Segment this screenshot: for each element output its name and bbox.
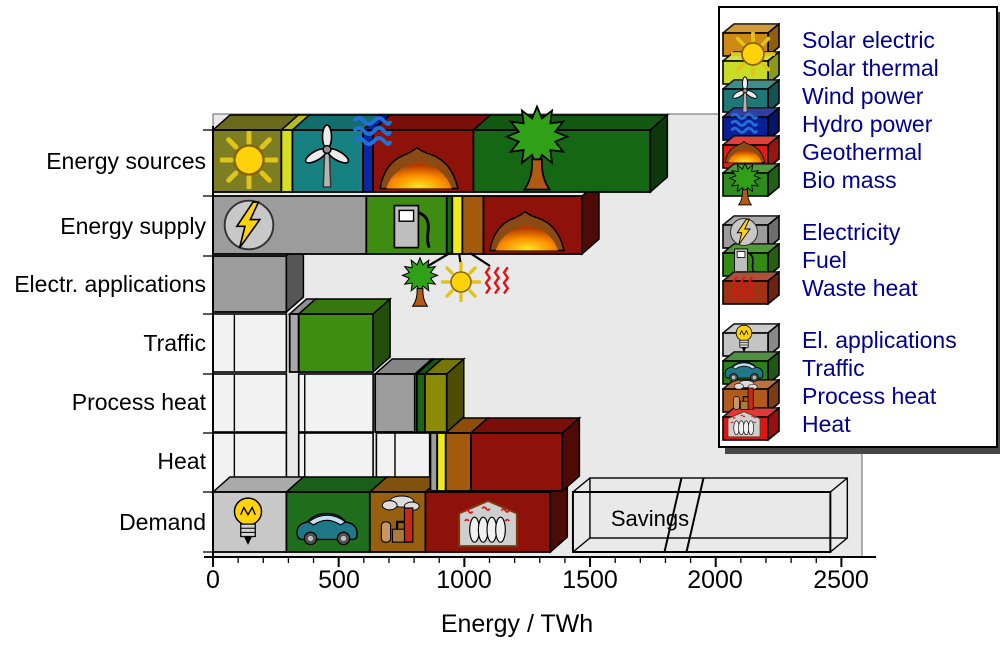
row-label-heat: Heat [157, 448, 206, 474]
bars [211, 105, 670, 554]
callout-line [427, 252, 451, 267]
bar-segment-supply-waste-heat [461, 195, 485, 255]
row-label-process-heat: Process heat [71, 389, 206, 415]
bar-segment-heat-solar-thermal [436, 432, 447, 492]
bar-segment-supply-solar-thermal [451, 195, 464, 255]
row-label-energy-sources: Energy sources [46, 148, 206, 174]
bar-segment-heat-geothermal [469, 432, 564, 492]
legend-swatch-box [722, 107, 780, 141]
footprint-box [212, 373, 288, 433]
savings-label: Savings [610, 506, 690, 531]
savings-box-and-callouts [401, 252, 849, 553]
row-label-demand: Demand [119, 509, 206, 535]
axes [203, 126, 876, 567]
sun-icon [441, 262, 481, 302]
legend-label-el-applications: El. applications [802, 327, 957, 353]
bar-segment-sources-bio-mass [472, 129, 652, 193]
legend-swatches [722, 23, 780, 441]
savings-box [571, 477, 849, 553]
footprint-outline-boxes [212, 313, 431, 492]
legend-label-solar-thermal: Solar thermal [802, 55, 939, 81]
legend-label-wind-power: Wind power [802, 83, 924, 109]
lightning-icon [223, 199, 275, 251]
bar-side-face [561, 416, 581, 493]
callout-line [469, 252, 491, 267]
legend-label-process-heat: Process heat [802, 383, 937, 409]
bar-segment-sources-solar-thermal [280, 129, 294, 193]
legend-label-geothermal: Geothermal [802, 139, 923, 165]
x-tick-500: 500 [318, 566, 360, 594]
bar-segment-heat-waste-heat [444, 432, 472, 492]
footprint-box [212, 313, 288, 373]
row-label-traffic: Traffic [143, 330, 206, 356]
x-tick-0: 0 [206, 566, 220, 594]
bar-segment-heat-electricity [429, 432, 439, 492]
legend-label-electricity: Electricity [802, 219, 901, 245]
bar-side-face [446, 357, 465, 434]
row-label-energy-supply: Energy supply [60, 213, 206, 239]
x-tick-2500: 2500 [813, 566, 869, 594]
bar-segment-elapp-electricity [212, 255, 288, 313]
bar-side-face [649, 113, 669, 194]
legend-label-waste-heat: Waste heat [802, 275, 918, 301]
lightning-icon [729, 217, 759, 247]
x-tick-1000: 1000 [436, 566, 492, 594]
x-axis-title: Energy / TWh [440, 610, 594, 638]
legend-label-solar-electric: Solar electric [802, 27, 935, 53]
legend-label-traffic: Traffic [802, 355, 865, 381]
bar-segment-process-bio-mass [415, 373, 426, 433]
x-tick-2000: 2000 [687, 566, 743, 594]
sun-icon [731, 32, 775, 76]
row-label-electr-applications: Electr. applications [14, 271, 206, 297]
bar-segment-traffic-electricity [288, 313, 300, 373]
legend: Solar electric Solar thermal Wind power … [718, 6, 998, 448]
sun-icon [221, 132, 276, 187]
bar-top-face [471, 114, 670, 131]
x-tick-1500: 1500 [562, 566, 618, 594]
bar-side-face [372, 297, 391, 374]
legend-label-fuel: Fuel [802, 247, 847, 273]
footprint-box [297, 373, 374, 433]
bar-segment-traffic-fuel [297, 313, 375, 373]
legend-label-hydro-power: Hydro power [802, 111, 933, 137]
bar-top-face [468, 417, 582, 434]
bar-segment-process-solar-thermal [423, 373, 448, 433]
legend-label-heat: Heat [802, 411, 851, 437]
legend-label-bio-mass: Bio mass [802, 167, 897, 193]
bar-segment-process-electricity [374, 373, 416, 433]
